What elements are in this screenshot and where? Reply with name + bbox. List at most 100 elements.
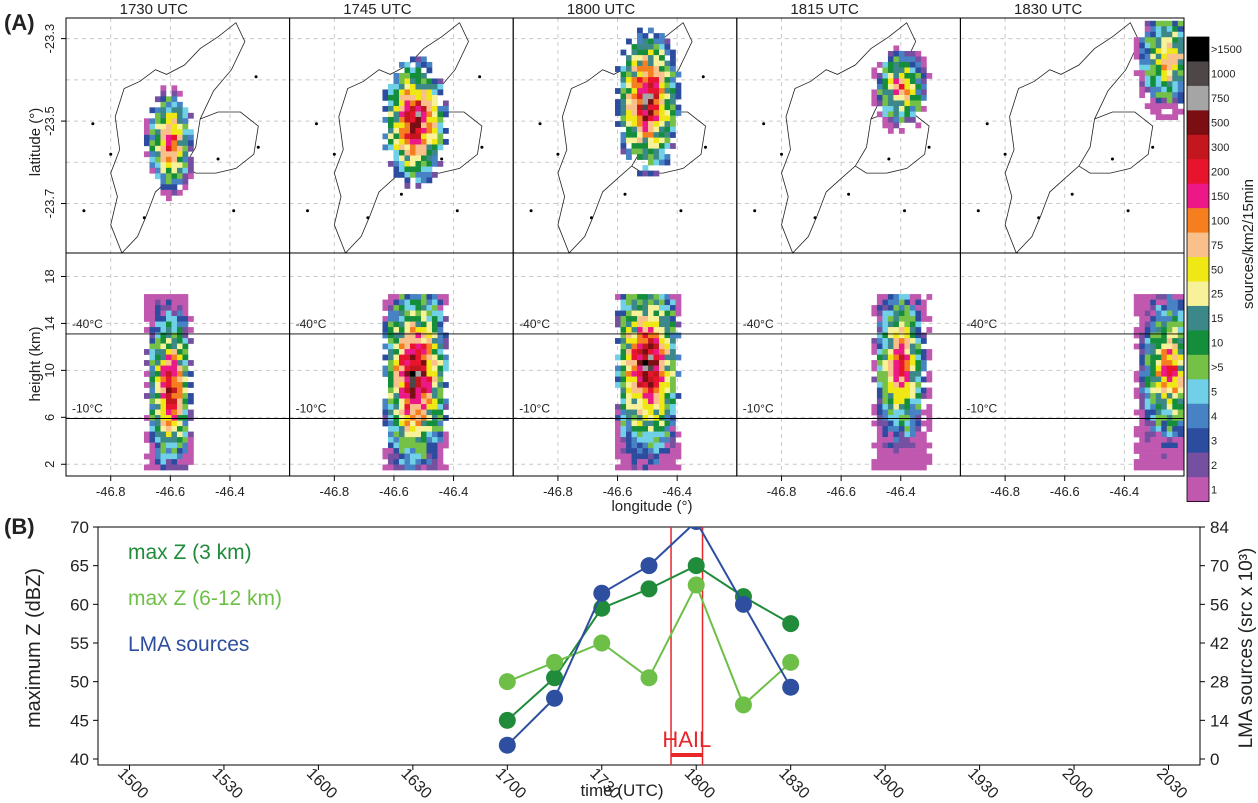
- source-density-cell: [442, 299, 449, 306]
- source-density-cell: [409, 327, 416, 333]
- source-density-cell: [909, 459, 916, 465]
- source-density-cell: [871, 100, 878, 107]
- source-density-cell: [1161, 349, 1168, 355]
- source-density-cell: [404, 316, 411, 322]
- source-density-cell: [387, 138, 394, 145]
- source-density-cell: [615, 437, 621, 443]
- source-density-cell: [171, 167, 178, 174]
- source-density-cell: [387, 327, 394, 333]
- source-density-cell: [1155, 321, 1162, 328]
- source-density-cell: [149, 134, 156, 141]
- x-tick-label: -46.4: [662, 484, 692, 499]
- source-density-cell: [1144, 431, 1151, 438]
- source-density-cell: [648, 121, 654, 127]
- source-density-cell: [626, 148, 632, 155]
- source-density-cell: [1144, 86, 1151, 93]
- source-density-cell: [442, 343, 449, 350]
- source-density-cell: [664, 453, 671, 460]
- source-density-cell: [431, 78, 438, 85]
- source-density-cell: [631, 121, 638, 127]
- source-density-cell: [160, 173, 167, 180]
- source-density-cell: [154, 415, 161, 421]
- source-density-cell: [626, 121, 632, 127]
- source-density-cell: [898, 294, 905, 300]
- source-density-cell: [415, 138, 422, 145]
- source-density-cell: [1172, 426, 1179, 432]
- source-density-cell: [898, 100, 905, 107]
- source-density-cell: [659, 38, 665, 45]
- source-density-cell: [1172, 431, 1179, 438]
- source-density-cell: [653, 459, 660, 465]
- source-density-cell: [882, 409, 889, 416]
- source-density-cell: [631, 305, 638, 311]
- source-density-cell: [909, 100, 916, 107]
- source-density-cell: [1150, 453, 1157, 460]
- source-density-cell: [1161, 70, 1168, 77]
- source-density-cell: [882, 426, 889, 432]
- source-density-cell: [431, 94, 438, 101]
- source-density-cell: [171, 426, 178, 432]
- source-density-cell: [393, 431, 400, 438]
- source-density-cell: [653, 354, 660, 361]
- source-density-cell: [431, 420, 438, 427]
- source-density-cell: [893, 365, 900, 372]
- source-density-cell: [898, 94, 905, 101]
- source-density-cell: [1155, 409, 1162, 416]
- source-density-cell: [1155, 316, 1162, 322]
- source-density-cell: [1172, 349, 1179, 355]
- source-density-cell: [653, 77, 660, 83]
- source-density-cell: [1155, 365, 1162, 372]
- source-density-cell: [631, 415, 638, 421]
- source-density-cell: [415, 448, 422, 454]
- source-density-cell: [393, 393, 400, 399]
- source-density-cell: [626, 349, 632, 355]
- source-density-cell: [926, 442, 933, 449]
- source-density-cell: [920, 448, 927, 454]
- source-density-cell: [1144, 31, 1151, 38]
- source-density-cell: [882, 310, 889, 317]
- source-density-cell: [1161, 437, 1168, 443]
- source-density-cell: [1150, 365, 1157, 372]
- series-point: [687, 576, 705, 594]
- source-density-cell: [659, 49, 665, 56]
- station-dot: [589, 216, 593, 220]
- source-density-cell: [387, 464, 394, 471]
- source-density-cell: [409, 371, 416, 377]
- source-density-cell: [404, 305, 411, 311]
- source-density-cell: [909, 393, 916, 399]
- source-density-cell: [876, 371, 883, 377]
- source-density-cell: [670, 82, 676, 89]
- source-density-cell: [882, 299, 889, 306]
- source-density-cell: [149, 409, 156, 416]
- source-density-cell: [1150, 442, 1157, 449]
- source-density-cell: [426, 171, 433, 178]
- source-density-cell: [915, 72, 922, 79]
- source-density-cell: [149, 376, 156, 383]
- source-density-cell: [143, 371, 150, 377]
- source-density-cell: [626, 55, 632, 61]
- source-density-cell: [1155, 398, 1162, 405]
- source-density-cell: [382, 305, 389, 311]
- source-density-cell: [1161, 26, 1168, 33]
- source-density-cell: [165, 294, 172, 300]
- source-density-cell: [620, 349, 627, 355]
- source-density-cell: [876, 409, 883, 416]
- source-density-cell: [404, 144, 411, 151]
- source-density-cell: [882, 365, 889, 372]
- source-density-cell: [653, 71, 660, 78]
- source-density-cell: [893, 94, 900, 101]
- source-density-cell: [659, 148, 665, 155]
- source-density-cell: [415, 182, 422, 189]
- panel-time-title: 1830 UTC: [1014, 1, 1083, 18]
- source-density-cell: [664, 420, 671, 427]
- isotherm-label: -10°C: [966, 401, 997, 415]
- source-density-cell: [653, 143, 660, 149]
- source-density-cell: [160, 327, 167, 333]
- source-density-cell: [393, 387, 400, 394]
- source-density-cell: [409, 360, 416, 366]
- source-density-cell: [382, 448, 389, 454]
- source-density-cell: [1150, 37, 1157, 44]
- source-density-cell: [154, 376, 161, 383]
- source-density-cell: [1177, 321, 1184, 328]
